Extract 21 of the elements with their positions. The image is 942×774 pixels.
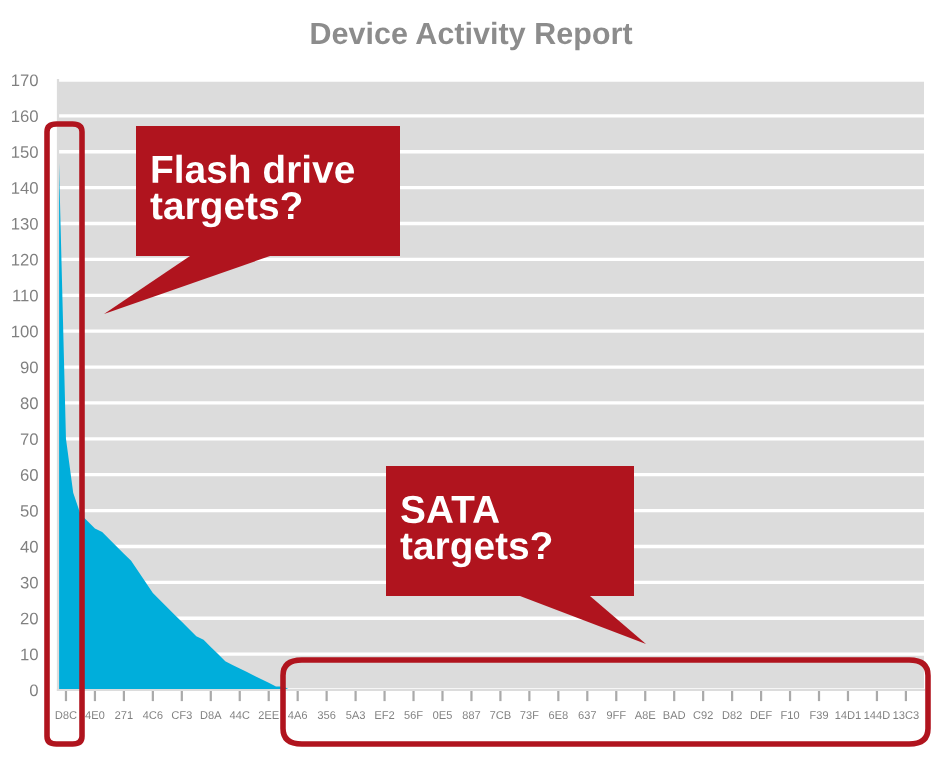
- y-tick-label: 20: [20, 612, 38, 625]
- chart-title: Device Activity Report: [311, 21, 633, 51]
- annotation: Flash drive targets?: [150, 154, 354, 228]
- y-tick-label: 130: [12, 217, 38, 230]
- y-tick-label: 50: [20, 504, 38, 517]
- y-tick-label: 110: [13, 289, 38, 302]
- y-tick-label: 80: [20, 397, 38, 410]
- y-tick-label: 160: [12, 110, 38, 123]
- y-tick-label: 170: [12, 74, 38, 87]
- y-tick-label: 70: [20, 433, 38, 446]
- y-tick-label: 140: [12, 182, 38, 194]
- y-tick-label: 150: [12, 146, 38, 158]
- y-tick-label: 10: [21, 648, 38, 661]
- y-tick-label: 30: [20, 576, 38, 589]
- y-tick-label: 40: [20, 540, 38, 553]
- y-tick-label: 0: [29, 684, 38, 697]
- y-tick-label: 100: [12, 325, 38, 338]
- y-tick-label: 120: [12, 253, 38, 266]
- annotation: SATA targets?: [400, 495, 552, 568]
- y-tick-label: 60: [20, 469, 38, 481]
- y-tick-label: 90: [20, 361, 38, 374]
